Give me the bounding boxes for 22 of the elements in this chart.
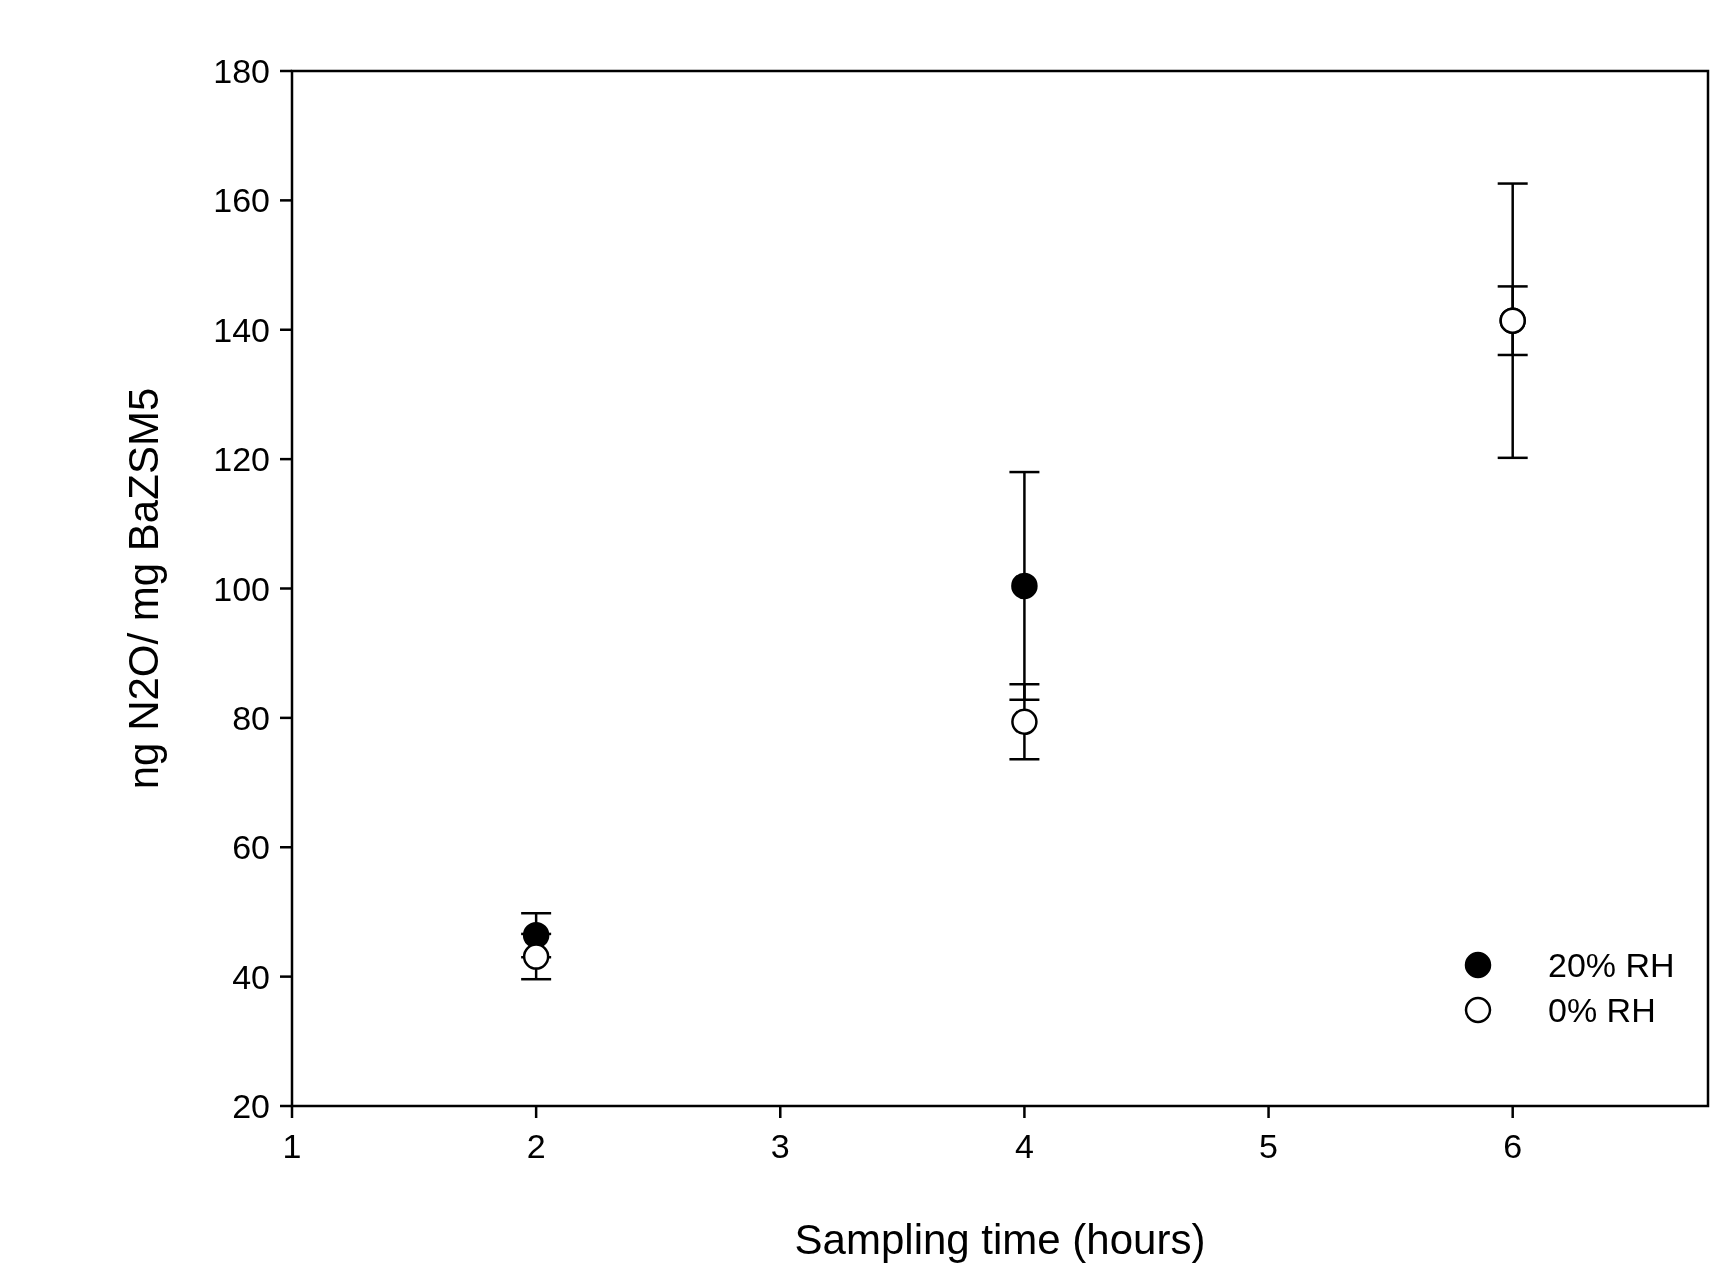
legend-label: 20% RH [1548,946,1675,984]
x-tick-label: 3 [770,1127,790,1165]
x-tick-label: 1 [282,1127,302,1165]
y-tick-label: 100 [213,569,270,608]
y-tick-label: 160 [213,181,270,220]
x-tick-label: 4 [1014,1127,1034,1165]
y-tick-label: 180 [213,52,270,90]
x-tick-label: 6 [1503,1127,1523,1165]
y-tick-label: 60 [232,828,270,867]
point [522,943,550,970]
x-tick-label: 5 [1259,1127,1279,1165]
y-tick-label: 80 [232,698,270,737]
legend-label: 0% RH [1548,991,1656,1029]
point [1011,708,1038,736]
y-tick-label: 140 [213,310,270,349]
x-tick-label: 2 [526,1127,546,1165]
y-axis-title: ng N2O/ mg BaZSM5 [120,387,167,790]
y-tick-label: 120 [213,440,270,479]
x-axis-title: Sampling time (hours) [794,1216,1206,1263]
y-tick-label: 20 [232,1087,270,1125]
y-tick-label: 40 [232,957,270,996]
point [1011,572,1038,600]
